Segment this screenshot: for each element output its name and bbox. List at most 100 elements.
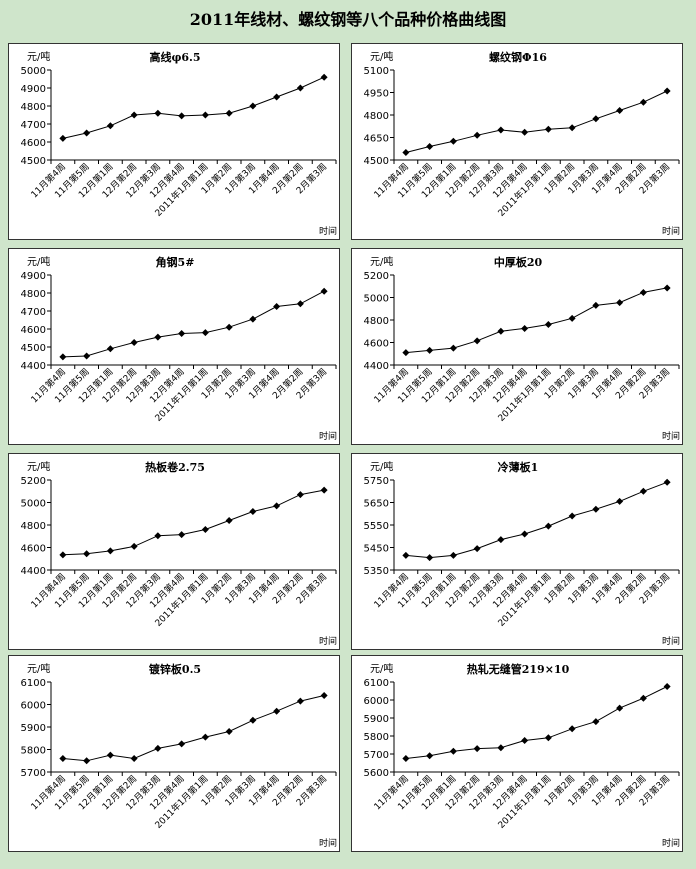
y-tick-label: 5700 xyxy=(364,750,389,761)
data-point xyxy=(426,143,434,150)
data-point xyxy=(568,512,576,520)
data-point xyxy=(497,536,505,544)
y-tick-label: 4500 xyxy=(21,156,46,167)
data-point xyxy=(83,550,91,558)
data-point xyxy=(568,124,576,132)
data-point xyxy=(225,323,233,331)
data-point xyxy=(130,755,138,762)
y-tick-label: 4800 xyxy=(21,521,46,532)
data-point xyxy=(473,545,481,553)
data-point xyxy=(178,740,186,748)
series-line xyxy=(62,489,325,556)
y-tick-label: 5100 xyxy=(364,66,389,77)
y-tick-label: 4650 xyxy=(364,134,389,145)
y-tick-label: 5350 xyxy=(364,566,389,577)
data-point xyxy=(473,745,481,753)
series-line xyxy=(62,290,325,358)
data-point xyxy=(544,321,552,328)
y-tick-label: 5900 xyxy=(21,723,46,734)
data-point xyxy=(449,551,457,559)
y-tick-label: 6000 xyxy=(21,701,46,712)
data-point xyxy=(663,478,671,486)
data-point xyxy=(639,288,647,296)
data-point xyxy=(449,747,457,755)
y-tick-label: 4400 xyxy=(21,566,46,577)
y-tick-label: 4800 xyxy=(364,316,389,327)
data-point xyxy=(178,330,186,337)
data-point xyxy=(201,526,209,533)
data-point xyxy=(544,734,552,742)
data-point xyxy=(249,102,257,110)
data-point xyxy=(320,486,328,494)
chart-svg: 热轧无缝管219×10 元/吨时间 5600 5700 5800 5900 6000 6100… xyxy=(364,662,680,849)
chart-svg: 镀锌板0.5元/吨时间5700580059006000610011月第4周11月… xyxy=(21,662,337,849)
y-tick-label: 5000 xyxy=(21,66,46,77)
data-point xyxy=(59,755,67,762)
data-point xyxy=(201,329,209,337)
y-tick-label: 5000 xyxy=(364,294,389,305)
data-point xyxy=(521,128,529,136)
x-axis-label: 时间 xyxy=(319,225,337,237)
data-point xyxy=(426,346,434,354)
data-point xyxy=(568,314,576,322)
data-point xyxy=(402,149,410,156)
data-point xyxy=(83,757,91,765)
data-point xyxy=(106,345,114,353)
data-point xyxy=(544,125,552,133)
data-point xyxy=(273,707,281,715)
data-point xyxy=(106,122,114,130)
data-point xyxy=(320,287,328,295)
y-axis-unit-label: 元/吨 xyxy=(370,255,393,268)
x-axis-label: 时间 xyxy=(662,225,680,237)
chart-panel-medium-plate: 中厚板20 元/吨 时间 4400 4600 4800 5000 5200 11月第4周 11月第… xyxy=(351,248,683,445)
data-point xyxy=(497,327,505,335)
y-tick-label: 5800 xyxy=(21,746,46,757)
chart-panel-cold-sheet: 冷薄板1 元/吨 时间 5350 5450 5550 5650 5750 11月第4周 11月第5… xyxy=(351,453,683,650)
data-point xyxy=(130,542,138,550)
y-tick-label: 4900 xyxy=(21,271,46,282)
data-point xyxy=(426,554,434,562)
y-tick-label: 4500 xyxy=(364,156,389,167)
data-point xyxy=(249,315,257,323)
data-point xyxy=(83,129,91,137)
y-tick-label: 4600 xyxy=(21,325,46,336)
y-tick-label: 5550 xyxy=(364,521,389,532)
data-point xyxy=(402,755,410,762)
data-point xyxy=(178,112,186,120)
y-tick-label: 6100 xyxy=(21,678,46,689)
data-point xyxy=(296,300,304,308)
chart-svg: 高线φ6.5元/吨时间45004600470048004900500011月第4… xyxy=(21,50,337,237)
data-point xyxy=(402,349,410,357)
chart-svg: 螺纹钢Φ16元/吨时间4500465048004950510011月第4周11月… xyxy=(364,50,680,237)
chart-title: 冷薄板1 xyxy=(498,460,539,474)
y-tick-label: 5750 xyxy=(364,476,389,487)
y-axis-unit-label: 元/吨 xyxy=(27,460,50,473)
data-point xyxy=(639,98,647,106)
y-axis-unit-label: 元/吨 xyxy=(27,255,50,268)
data-point xyxy=(59,353,67,361)
x-axis-label: 时间 xyxy=(319,430,337,442)
data-point xyxy=(616,299,624,307)
data-point xyxy=(449,137,457,145)
y-tick-label: 4800 xyxy=(21,102,46,113)
x-axis-label: 时间 xyxy=(662,635,680,647)
data-point xyxy=(83,352,91,360)
data-point xyxy=(154,109,162,117)
y-tick-label: 4600 xyxy=(21,544,46,555)
data-point xyxy=(225,517,233,524)
data-point xyxy=(592,718,600,726)
chart-title: 镀锌板0.5 xyxy=(149,662,201,676)
y-axis-unit-label: 元/吨 xyxy=(370,50,393,63)
y-tick-label: 4800 xyxy=(364,111,389,122)
y-tick-label: 4400 xyxy=(21,361,46,372)
y-tick-label: 5200 xyxy=(21,476,46,487)
data-point xyxy=(59,134,67,142)
data-point xyxy=(320,73,328,81)
series-line xyxy=(405,481,668,559)
chart-title: 螺纹钢Φ16 xyxy=(489,50,547,64)
y-tick-label: 6000 xyxy=(364,696,389,707)
y-axis-unit-label: 元/吨 xyxy=(370,460,393,473)
y-tick-label: 5600 xyxy=(364,768,389,779)
y-axis-unit-label: 元/吨 xyxy=(370,662,393,675)
data-point xyxy=(521,530,529,538)
